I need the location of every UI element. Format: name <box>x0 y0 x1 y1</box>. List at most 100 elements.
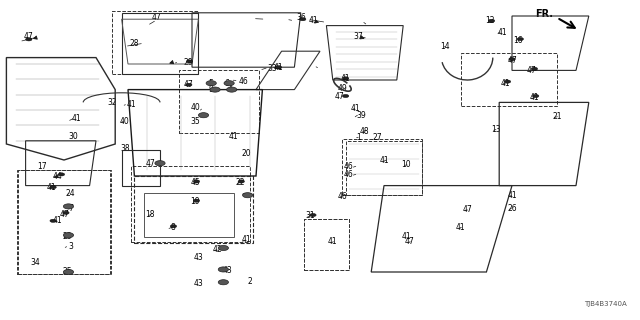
Circle shape <box>532 94 539 98</box>
Text: 41: 41 <box>126 100 136 108</box>
Text: 45: 45 <box>190 178 200 187</box>
Circle shape <box>488 19 495 22</box>
Circle shape <box>504 80 511 83</box>
Text: 41: 41 <box>328 237 338 246</box>
Circle shape <box>193 199 200 202</box>
Bar <box>461 53 557 106</box>
Circle shape <box>509 58 515 61</box>
Text: 29: 29 <box>184 58 194 67</box>
Text: 33: 33 <box>267 64 277 73</box>
Circle shape <box>224 81 234 86</box>
Circle shape <box>198 113 209 118</box>
Text: 41: 41 <box>46 183 56 192</box>
Circle shape <box>206 81 216 86</box>
Circle shape <box>58 173 65 176</box>
Text: 47: 47 <box>145 159 156 168</box>
Text: 46: 46 <box>344 162 354 171</box>
Circle shape <box>243 193 253 198</box>
Circle shape <box>310 213 316 217</box>
Text: 46: 46 <box>238 77 248 86</box>
Text: 6: 6 <box>225 79 230 88</box>
Text: 35: 35 <box>190 117 200 126</box>
Bar <box>304 219 349 270</box>
Text: 26: 26 <box>507 204 517 212</box>
Bar <box>179 70 259 133</box>
Text: 27: 27 <box>372 133 383 142</box>
Bar <box>112 11 198 74</box>
Bar <box>342 139 422 195</box>
Text: 41: 41 <box>308 16 319 25</box>
Text: 28: 28 <box>130 39 139 48</box>
Circle shape <box>170 225 177 228</box>
Circle shape <box>186 83 192 86</box>
Text: 37: 37 <box>353 32 364 41</box>
Circle shape <box>275 66 282 69</box>
Text: 36: 36 <box>296 13 306 22</box>
Text: 4: 4 <box>228 85 233 94</box>
Text: 47: 47 <box>59 210 69 219</box>
Text: 20: 20 <box>241 149 252 158</box>
Circle shape <box>50 219 56 222</box>
Circle shape <box>193 180 200 183</box>
Text: 40: 40 <box>190 103 200 112</box>
Bar <box>18 170 111 274</box>
Circle shape <box>218 280 228 285</box>
Text: 17: 17 <box>36 162 47 171</box>
Text: 16: 16 <box>513 36 524 44</box>
Circle shape <box>155 161 165 166</box>
Text: 1: 1 <box>356 133 361 142</box>
Circle shape <box>531 67 538 70</box>
Text: 44: 44 <box>52 172 63 180</box>
Text: 47: 47 <box>507 56 517 65</box>
Bar <box>134 176 253 243</box>
Text: 43: 43 <box>222 266 232 275</box>
Circle shape <box>300 18 306 21</box>
Text: 41: 41 <box>228 132 239 140</box>
Text: 5: 5 <box>209 79 214 88</box>
Text: 47: 47 <box>184 80 194 89</box>
Text: 22: 22 <box>236 178 244 187</box>
Circle shape <box>227 87 237 92</box>
Text: 41: 41 <box>507 191 517 200</box>
Text: 12: 12 <box>485 16 494 25</box>
Text: TJB4B3740A: TJB4B3740A <box>584 301 627 307</box>
Text: 7: 7 <box>68 204 73 212</box>
Circle shape <box>342 77 349 80</box>
Circle shape <box>63 211 69 214</box>
Text: 47: 47 <box>404 237 415 246</box>
Text: 41: 41 <box>529 93 540 102</box>
Text: 41: 41 <box>72 114 82 123</box>
Circle shape <box>342 94 349 98</box>
Text: 38: 38 <box>120 144 130 153</box>
Text: 24: 24 <box>65 189 76 198</box>
Text: 10: 10 <box>401 160 412 169</box>
Text: 32: 32 <box>107 98 117 107</box>
Text: 48: 48 <box>360 127 370 136</box>
Text: 41: 41 <box>379 156 389 164</box>
Text: 14: 14 <box>440 42 450 51</box>
Text: 47: 47 <box>24 32 34 41</box>
Bar <box>131 166 250 242</box>
Text: 41: 41 <box>500 79 511 88</box>
Circle shape <box>218 267 228 272</box>
Circle shape <box>517 37 524 41</box>
Text: 43: 43 <box>193 279 204 288</box>
Text: 46: 46 <box>337 192 348 201</box>
Text: 47: 47 <box>152 13 162 22</box>
Text: 39: 39 <box>356 111 367 120</box>
Circle shape <box>26 38 32 41</box>
Bar <box>144 193 234 237</box>
Circle shape <box>63 233 74 238</box>
Text: 47: 47 <box>526 66 536 75</box>
Text: 41: 41 <box>401 232 412 241</box>
Text: 2: 2 <box>247 277 252 286</box>
Text: 18: 18 <box>146 210 155 219</box>
Circle shape <box>218 245 228 251</box>
Text: 34: 34 <box>30 258 40 267</box>
Text: 47: 47 <box>462 205 472 214</box>
Text: 41: 41 <box>497 28 508 36</box>
Text: 23: 23 <box>62 232 72 241</box>
Text: 47: 47 <box>334 92 344 100</box>
Text: 19: 19 <box>190 197 200 206</box>
Circle shape <box>63 204 74 209</box>
